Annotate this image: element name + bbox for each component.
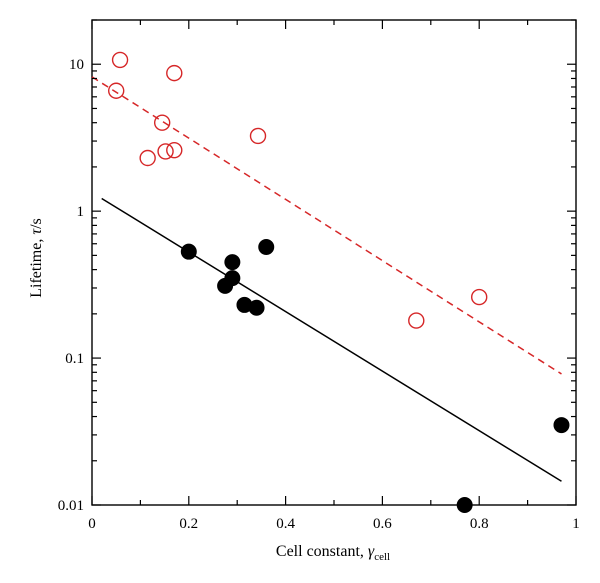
x-tick-label: 0.6 bbox=[373, 516, 392, 532]
x-axis-title-main: Cell constant, bbox=[276, 543, 368, 560]
x-tick-label: 1 bbox=[572, 516, 580, 532]
open-data-point bbox=[408, 312, 425, 329]
open-data-point bbox=[107, 82, 125, 99]
filled-data-point bbox=[180, 243, 197, 260]
x-tick-label: 0 bbox=[88, 516, 96, 532]
filled-data-point bbox=[553, 417, 570, 434]
y-tick-label: 10 bbox=[69, 57, 84, 73]
solid-fit-line bbox=[101, 197, 562, 482]
open-data-point bbox=[166, 141, 183, 159]
filled-data-point bbox=[224, 254, 241, 271]
x-tick-label: 0.4 bbox=[276, 516, 295, 532]
y-tick-label: 1 bbox=[77, 204, 85, 220]
dashed-fit-line bbox=[91, 76, 562, 375]
open-data-point bbox=[153, 114, 171, 131]
open-data-point bbox=[111, 51, 129, 69]
plot-frame bbox=[91, 19, 577, 506]
y-axis-title-tau: τ bbox=[28, 228, 45, 235]
x-axis-title: Cell constant, γcell bbox=[276, 543, 390, 563]
open-data-point bbox=[471, 288, 488, 306]
x-tick-label: 0.2 bbox=[179, 516, 198, 532]
filled-data-point bbox=[258, 239, 275, 256]
y-axis-title-unit: /s bbox=[28, 218, 45, 229]
axes: 0 0.2 0.4 0.6 0.8 1 0.01 0.1 1 10 bbox=[58, 19, 580, 532]
y-tick-label: 0.01 bbox=[58, 498, 84, 514]
open-data-point bbox=[249, 127, 267, 145]
y-axis-title: Lifetime, τ/s bbox=[28, 218, 45, 298]
chart-marks bbox=[91, 51, 570, 513]
filled-data-point bbox=[456, 497, 473, 513]
open-data-point bbox=[166, 64, 183, 82]
y-axis-title-main: Lifetime, bbox=[28, 235, 45, 298]
plot-area bbox=[91, 19, 577, 506]
x-axis-title-symbol: γ bbox=[368, 543, 375, 560]
open-data-point bbox=[157, 143, 174, 160]
open-data-point bbox=[139, 149, 156, 167]
y-tick-label: 0.1 bbox=[65, 351, 84, 367]
filled-data-point bbox=[248, 299, 265, 316]
filled-data-point bbox=[224, 270, 241, 287]
x-tick-label: 0.8 bbox=[470, 516, 489, 532]
x-axis-title-subscript: cell bbox=[374, 551, 390, 563]
